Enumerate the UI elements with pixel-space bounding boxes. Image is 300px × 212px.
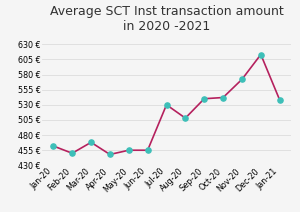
Point	[164, 103, 169, 106]
Point	[240, 78, 244, 81]
Point	[202, 97, 207, 100]
Point	[145, 149, 150, 152]
Point	[70, 152, 75, 155]
Point	[183, 116, 188, 120]
Title: Average SCT Inst transaction amount
in 2020 -2021: Average SCT Inst transaction amount in 2…	[50, 5, 284, 33]
Point	[258, 53, 263, 56]
Point	[221, 96, 226, 99]
Point	[126, 149, 131, 152]
Point	[107, 153, 112, 156]
Point	[277, 98, 282, 102]
Point	[88, 141, 93, 144]
Point	[51, 144, 56, 148]
